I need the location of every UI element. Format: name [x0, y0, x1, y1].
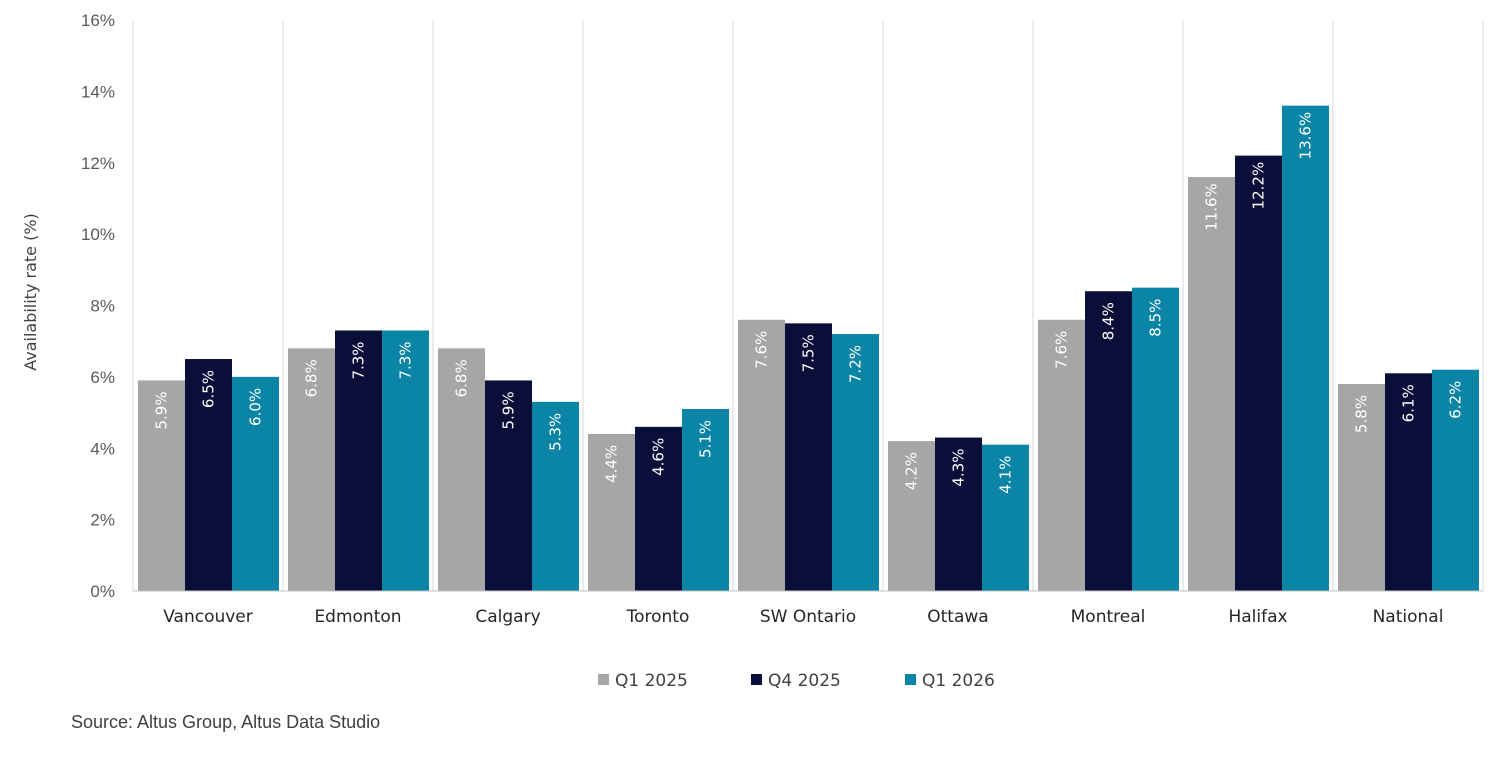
data-label: 7.6% — [1053, 331, 1071, 369]
x-tick-label: Halifax — [1228, 607, 1287, 627]
legend-label: Q1 2025 — [615, 671, 688, 691]
source-note: Source: Altus Group, Altus Data Studio — [71, 712, 381, 732]
bar — [1188, 177, 1235, 591]
bar — [1132, 287, 1179, 591]
bar — [1338, 384, 1385, 591]
bar — [982, 444, 1029, 591]
data-label: 6.5% — [200, 370, 218, 408]
data-label: 6.8% — [453, 359, 471, 397]
data-label: 5.3% — [547, 413, 565, 451]
bar — [138, 380, 185, 591]
data-label: 4.6% — [650, 438, 668, 476]
x-tick-label: Ottawa — [927, 607, 988, 627]
bar — [485, 380, 532, 591]
x-tick-label: Vancouver — [163, 607, 253, 627]
legend: Q1 2025 Q4 2025 Q1 2026 — [598, 671, 995, 691]
data-label: 7.5% — [800, 334, 818, 372]
bar — [785, 323, 832, 591]
x-axis: Vancouver Edmonton Calgary Toronto SW Ontari… — [133, 590, 1483, 627]
data-label: 6.1% — [1400, 384, 1418, 422]
x-tick-label: Edmonton — [314, 607, 401, 627]
data-label: 5.1% — [697, 420, 715, 458]
data-label: 5.8% — [1353, 395, 1371, 433]
data-label: 7.6% — [753, 331, 771, 369]
bar — [832, 334, 879, 591]
data-label: 13.6% — [1297, 112, 1315, 160]
x-tick-label: Montreal — [1071, 607, 1146, 627]
data-label: 6.8% — [303, 359, 321, 397]
data-label: 7.3% — [350, 341, 368, 379]
y-tick-label: 2% — [90, 511, 115, 530]
bar — [935, 437, 982, 591]
bar — [335, 330, 382, 591]
bar — [185, 359, 232, 591]
data-label: 11.6% — [1203, 183, 1221, 231]
data-label: 6.2% — [1447, 381, 1465, 419]
legend-swatch — [905, 674, 916, 685]
y-tick-label: 8% — [90, 297, 115, 316]
y-tick-label: 16% — [81, 11, 115, 30]
y-axis-label: Availability rate (%) — [21, 213, 40, 371]
bar — [888, 441, 935, 591]
data-label: 5.9% — [153, 391, 171, 429]
bar — [588, 433, 635, 591]
data-label: 4.1% — [997, 456, 1015, 494]
legend-label: Q4 2025 — [768, 671, 841, 691]
data-label: 12.2% — [1250, 162, 1268, 210]
bar — [532, 401, 579, 591]
bar — [232, 376, 279, 591]
bars: 5.9% 6.5% 6.0% 6.8% 7.3% 7.3% 6.8% 5.9% 5.3% 4.4%… — [138, 105, 1479, 592]
y-tick-label: 6% — [90, 368, 115, 387]
bar — [382, 330, 429, 591]
bar — [288, 348, 335, 591]
y-tick-label: 0% — [90, 582, 115, 601]
data-label: 4.4% — [603, 445, 621, 483]
data-label: 6.0% — [247, 388, 265, 426]
data-label: 8.4% — [1100, 302, 1118, 340]
data-label: 7.2% — [847, 345, 865, 383]
legend-label: Q1 2026 — [922, 671, 995, 691]
x-tick-label: Toronto — [626, 607, 690, 627]
y-tick-label: 4% — [90, 439, 115, 458]
legend-swatch — [598, 674, 609, 685]
y-tick-label: 10% — [81, 225, 115, 244]
x-tick-label: SW Ontario — [760, 607, 856, 627]
data-label: 8.5% — [1147, 299, 1165, 337]
bar — [738, 319, 785, 591]
bar — [1235, 155, 1282, 592]
bar — [682, 408, 729, 591]
bar — [1085, 291, 1132, 591]
bar — [1432, 369, 1479, 591]
y-axis: 0% 2% 4% 6% 8% 10% 12% 14% 16% — [81, 11, 115, 601]
bar — [1038, 319, 1085, 591]
data-label: 4.3% — [950, 448, 968, 486]
y-tick-label: 12% — [81, 154, 115, 173]
legend-swatch — [751, 674, 762, 685]
bar — [438, 348, 485, 591]
grid-lines — [132, 20, 1484, 591]
y-tick-label: 14% — [81, 82, 115, 101]
data-label: 4.2% — [903, 452, 921, 490]
x-tick-label: National — [1373, 607, 1444, 627]
data-label: 7.3% — [397, 341, 415, 379]
bar — [635, 426, 682, 591]
x-tick-label: Calgary — [475, 607, 540, 627]
data-label: 5.9% — [500, 391, 518, 429]
bar — [1385, 373, 1432, 591]
bar — [1282, 105, 1329, 592]
